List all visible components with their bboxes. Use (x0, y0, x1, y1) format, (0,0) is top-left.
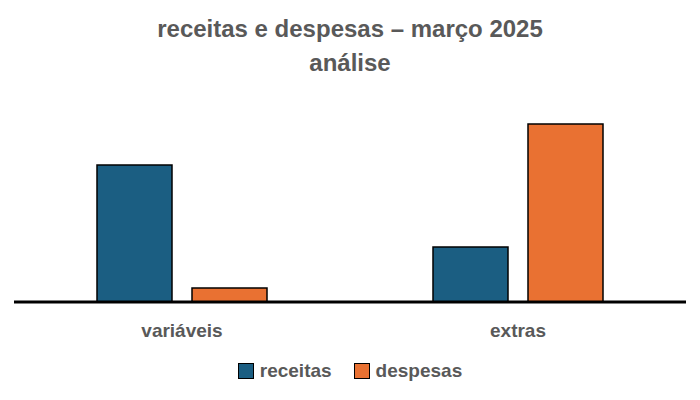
html-text:receitas: receitas (259, 360, 332, 381)
html-text:despesas: despesas (375, 360, 463, 381)
svg-text:variáveis: variáveis (141, 320, 222, 341)
html-text:análise: análise (309, 49, 391, 76)
svg-text:extras: extras (490, 320, 546, 341)
html-text:receitas e despesas – março 20: receitas e despesas – março 2025 (157, 15, 543, 42)
